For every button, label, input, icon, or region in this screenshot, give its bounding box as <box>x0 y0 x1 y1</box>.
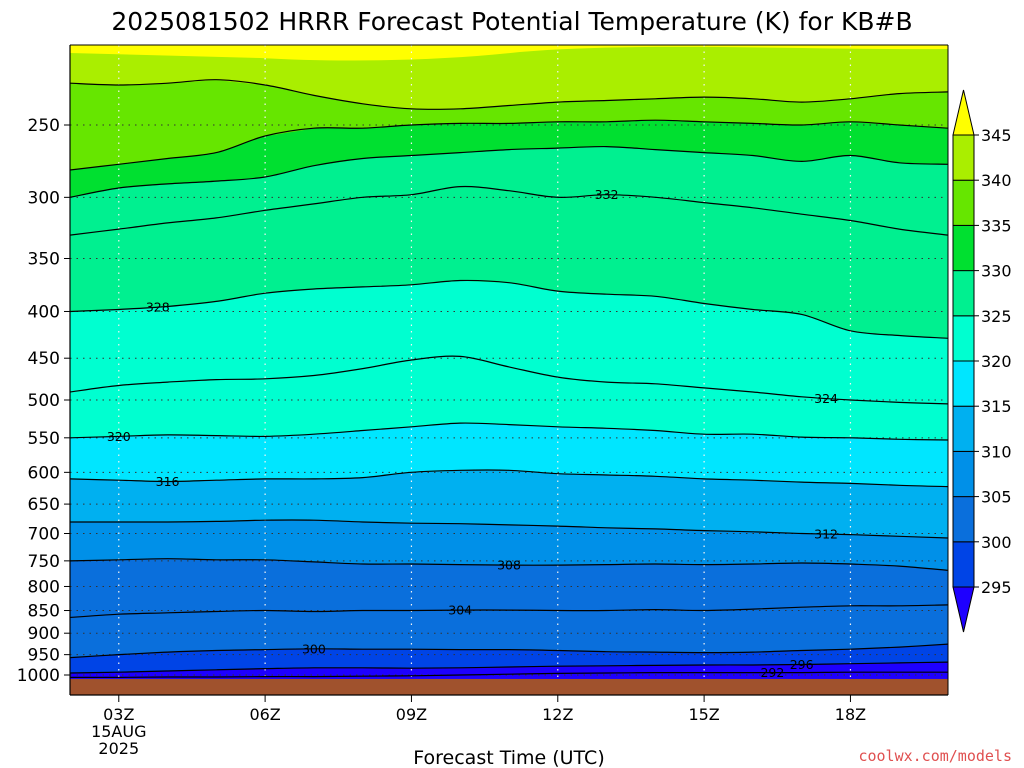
isentrope-304 <box>70 604 948 619</box>
contour-label-324: 324 <box>814 391 838 406</box>
colorbar-label-325: 325 <box>981 307 1012 326</box>
contour-labels: 292 296 300 304 308 312 316 320 324 328 332 <box>107 187 838 680</box>
isentrope-320 <box>70 422 948 441</box>
colorbar-segment-5 <box>952 315 975 362</box>
grid-lines <box>70 45 948 695</box>
y-tick-label-750: 750 <box>28 552 60 572</box>
y-tick-label-1000: 1000 <box>17 666 60 686</box>
colorbar-label-295: 295 <box>981 578 1012 597</box>
chart-title: 2025081502 HRRR Forecast Potential Tempe… <box>111 7 912 36</box>
colorbar-segment-4 <box>952 360 975 407</box>
colorbar-segment-6 <box>952 270 975 317</box>
plot-area <box>70 45 948 695</box>
isentrope-324 <box>70 355 948 405</box>
colorbar-segment-7 <box>952 224 975 272</box>
isentrope-300 <box>70 643 948 659</box>
colorbar-label-310: 310 <box>981 442 1012 461</box>
x-tick-sublabel-3-0: 15AUG <box>91 722 146 741</box>
isentrope-308 <box>70 558 948 571</box>
y-tick-label-250: 250 <box>28 116 60 136</box>
x-tick-label-9: 09Z <box>396 705 427 724</box>
x-tick-sublabel-3-1: 2025 <box>98 739 139 758</box>
colorbar-label-315: 315 <box>981 397 1012 416</box>
y-tick-label-350: 350 <box>28 249 60 269</box>
colorbar-segment-3 <box>952 405 975 452</box>
colorbar-segment-8 <box>952 179 975 226</box>
x-tick-label-15: 15Z <box>688 705 719 724</box>
y-tick-label-450: 450 <box>28 349 60 369</box>
colorbar-segment-9 <box>952 134 975 181</box>
colorbar-label-330: 330 <box>981 262 1012 281</box>
colorbar-label-320: 320 <box>981 352 1012 371</box>
contour-label-316: 316 <box>156 474 180 489</box>
isentrope-296 <box>70 661 948 674</box>
isentrope-lines <box>70 79 948 679</box>
y-tick-label-500: 500 <box>28 391 60 411</box>
y-tick-label-400: 400 <box>28 302 60 322</box>
isentrope-336 <box>70 145 948 198</box>
colorbar-segment-2 <box>952 450 975 498</box>
contour-label-300: 300 <box>302 641 326 656</box>
colorbar-label-300: 300 <box>981 533 1012 552</box>
x-tick-label-6: 06Z <box>249 705 280 724</box>
isentrope-292 <box>70 671 948 679</box>
colorbar-label-340: 340 <box>981 171 1012 190</box>
colorbar-label-345: 345 <box>981 126 1012 145</box>
y-tick-label-850: 850 <box>28 602 60 622</box>
x-axis-label: Forecast Time (UTC) <box>413 747 604 768</box>
y-tick-label-800: 800 <box>28 577 60 597</box>
y-tick-label-550: 550 <box>28 429 60 449</box>
contour-label-292: 292 <box>760 665 784 680</box>
y-axis: 2503003504004505005506006507007508008509… <box>17 45 71 695</box>
ground-surface <box>70 678 948 695</box>
colorbar: 295 300 305 310 315 320 325 330 335 340 345 <box>952 89 1012 633</box>
y-tick-label-950: 950 <box>28 646 60 666</box>
contour-label-312: 312 <box>814 527 838 542</box>
y-tick-label-900: 900 <box>28 624 60 644</box>
contour-label-308: 308 <box>497 558 521 573</box>
contour-label-328: 328 <box>146 300 170 315</box>
colorbar-label-305: 305 <box>981 488 1012 507</box>
colorbar-extend-low <box>952 586 975 633</box>
y-tick-label-600: 600 <box>28 463 60 483</box>
colorbar-segment-0 <box>952 541 975 588</box>
colorbar-label-335: 335 <box>981 216 1012 235</box>
y-tick-label-300: 300 <box>28 188 60 208</box>
x-tick-label-12: 12Z <box>542 705 573 724</box>
colorbar-segment-1 <box>952 496 975 543</box>
filled-contours <box>70 45 948 688</box>
isentrope-328 <box>70 279 948 339</box>
y-tick-label-700: 700 <box>28 524 60 544</box>
isentrope-316 <box>70 469 948 488</box>
contour-label-320: 320 <box>107 429 131 444</box>
isentrope-332 <box>70 185 948 236</box>
credit-text: coolwx.com/models <box>858 747 1012 765</box>
y-tick-label-650: 650 <box>28 495 60 515</box>
x-tick-label-3: 03Z <box>103 705 134 724</box>
isentrope-344 <box>70 79 948 110</box>
contour-label-332: 332 <box>595 187 619 202</box>
contour-band-cap <box>70 45 948 61</box>
isentrope-312 <box>70 519 948 539</box>
contour-label-296: 296 <box>790 657 814 672</box>
colorbar-extend-high <box>952 89 975 136</box>
isentrope-340 <box>70 119 948 171</box>
contour-label-304: 304 <box>448 603 472 618</box>
x-tick-label-18: 18Z <box>835 705 866 724</box>
